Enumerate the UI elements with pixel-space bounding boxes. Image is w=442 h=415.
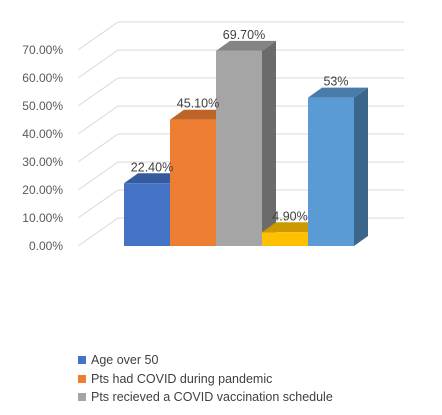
- y-tick-label: 30.00%: [22, 155, 63, 169]
- legend-swatch: [78, 393, 86, 402]
- bar: [308, 87, 368, 246]
- bar-top-face: [262, 222, 322, 233]
- bar: [216, 40, 276, 247]
- bar-top-face: [216, 40, 276, 51]
- legend-label: Pts recieved a COVID vaccination schedul…: [91, 390, 333, 405]
- bar-top-face: [308, 87, 368, 98]
- y-tick-label: 0.00%: [29, 239, 63, 253]
- data-label: 69.70%: [223, 28, 265, 42]
- gridlines: [77, 21, 404, 247]
- data-label: 45.10%: [177, 97, 219, 111]
- bar-front-face: [124, 183, 170, 246]
- gridline: [77, 21, 404, 51]
- data-labels: 22.40% 45.10% 69.70% 4.90% 53%: [131, 28, 349, 223]
- legend-label: Age over 50: [91, 353, 159, 368]
- bar-top-face: [170, 109, 230, 120]
- bar-top-face: [124, 173, 184, 184]
- gridline: [77, 49, 404, 79]
- legend-item: Age over 50: [78, 351, 333, 370]
- y-axis-tick-labels: 0.00% 10.00% 20.00% 30.00% 40.00% 50.00% 60.00…: [22, 43, 63, 253]
- data-label: 4.90%: [272, 209, 307, 223]
- data-label: 53%: [323, 75, 348, 89]
- bar-side-face: [262, 40, 276, 247]
- bars: [124, 40, 368, 247]
- bar-front-face: [216, 50, 262, 247]
- legend-label: Pts had COVID during pandemic: [91, 371, 273, 386]
- data-label: 22.40%: [131, 160, 173, 174]
- bar-side-face: [354, 87, 368, 246]
- y-tick-label: 40.00%: [22, 127, 63, 141]
- y-tick-label: 70.00%: [22, 43, 63, 57]
- bar-front-face: [262, 232, 308, 246]
- bar-front-face: [308, 97, 354, 246]
- y-tick-label: 20.00%: [22, 183, 63, 197]
- bar-front-face: [170, 119, 216, 246]
- legend-swatch: [78, 356, 86, 365]
- gridline: [77, 77, 404, 107]
- y-tick-label: 10.00%: [22, 211, 63, 225]
- legend-item: Pts had COVID during pandemic: [78, 370, 333, 389]
- legend: Age over 50 Pts had COVID during pandemi…: [78, 351, 333, 407]
- legend-swatch: [78, 374, 86, 383]
- y-tick-label: 60.00%: [22, 71, 63, 85]
- legend-item: Pts recieved a COVID vaccination schedul…: [78, 388, 333, 407]
- y-tick-label: 50.00%: [22, 99, 63, 113]
